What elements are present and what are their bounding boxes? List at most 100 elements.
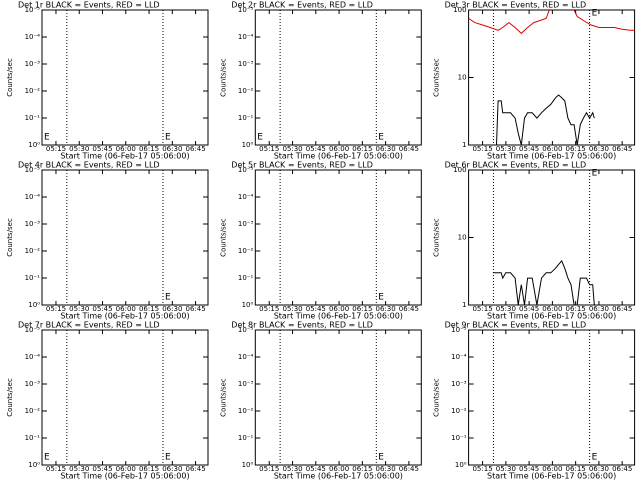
x-tick-label: 06:15 [139,465,159,473]
y-tick-label: 10⁻⁵ [238,6,254,14]
y-tick-label: 10 [458,74,467,82]
plot-frame [41,9,209,146]
y-tick-label: 10⁻⁴ [451,353,467,361]
y-tick-label: 10⁻⁴ [25,193,41,201]
y-tick-label: 100 [453,166,466,174]
panel: Det 1r BLACK = Events, RED = LLD Counts/s… [6,1,209,161]
x-tick-label: 06:30 [589,465,609,473]
panel: Det 8r BLACK = Events, RED = LLD Counts/s… [219,321,422,480]
x-axis-label: Start Time (06-Feb-17 05:06:00) [487,152,616,161]
panel-title: Det 8r BLACK = Events, RED = LLD [231,321,373,330]
x-tick-label: 05:15 [259,305,279,313]
x-tick-label: 06:15 [139,305,159,313]
x-tick-label: 06:45 [399,145,419,153]
event-mark: E [592,169,598,179]
panel: Det 6r BLACK = Events, RED = LLD Counts/s… [433,161,636,321]
event-mark: E [257,132,263,142]
x-tick-label: 06:15 [352,465,372,473]
y-tick-label: 10⁻³ [238,380,254,388]
y-tick-label: 10⁰ [242,461,254,469]
event-mark: E [44,452,50,462]
plot-frame [254,169,422,306]
y-axis-label: Counts/sec [433,218,441,257]
y-tick-label: 10⁻⁵ [451,326,467,334]
x-tick-label: 05:30 [282,465,302,473]
x-tick-label: 06:30 [376,465,396,473]
x-tick-label: 06:00 [116,145,136,153]
x-tick-label: 06:45 [399,465,419,473]
y-tick-label: 10⁻¹ [25,434,41,442]
x-tick-label: 05:15 [472,145,492,153]
panel-title: Det 3r BLACK = Events, RED = LLD [445,1,587,10]
y-tick-label: 10⁻² [25,87,41,95]
plot-frame [41,329,209,466]
series-line [493,259,595,305]
panel-title: Det 9r BLACK = Events, RED = LLD [445,321,587,330]
y-tick-label: 1 [462,301,466,309]
y-tick-label: 10⁻⁵ [238,326,254,334]
x-tick-label: 06:00 [329,305,349,313]
x-tick-label: 05:15 [472,305,492,313]
plot-frame [254,329,422,466]
x-tick-label: 06:30 [162,305,182,313]
x-tick-label: 05:30 [69,305,89,313]
y-tick-label: 10⁻⁴ [25,353,41,361]
x-tick-label: 05:15 [46,145,66,153]
x-tick-label: 05:15 [259,145,279,153]
x-tick-label: 05:30 [282,145,302,153]
y-tick-label: 10⁻² [238,407,254,415]
x-axis-label: Start Time (06-Feb-17 05:06:00) [274,152,403,161]
x-tick-label: 06:15 [566,305,586,313]
y-tick-label: 1 [462,141,466,149]
y-axis-label: Counts/sec [6,218,14,257]
x-tick-label: 05:45 [306,465,326,473]
x-tick-label: 06:15 [566,145,586,153]
x-tick-label: 06:45 [185,465,205,473]
plot-frame [468,329,636,466]
y-tick-label: 10⁻² [238,247,254,255]
x-tick-label: 06:15 [566,465,586,473]
event-mark: E [592,452,598,462]
x-tick-label: 05:45 [92,305,112,313]
y-axis-label: Counts/sec [219,58,227,97]
y-tick-label: 10⁻¹ [451,434,467,442]
x-tick-label: 05:30 [496,145,516,153]
y-tick-label: 10⁻³ [25,60,41,68]
y-axis-label: Counts/sec [219,378,227,417]
x-tick-label: 06:30 [589,145,609,153]
x-tick-label: 06:30 [589,305,609,313]
y-tick-label: 10⁰ [28,301,40,309]
y-tick-label: 10⁻⁵ [25,166,41,174]
panel-title: Det 5r BLACK = Events, RED = LLD [231,161,373,170]
event-mark: E [378,452,384,462]
y-tick-label: 10⁰ [28,141,40,149]
event-mark: E [378,132,384,142]
x-tick-label: 06:00 [116,305,136,313]
panel: Det 2r BLACK = Events, RED = LLD Counts/s… [219,1,422,161]
panel: Det 5r BLACK = Events, RED = LLD Counts/s… [219,161,422,321]
x-tick-label: 05:30 [69,145,89,153]
y-tick-label: 10⁻¹ [25,114,41,122]
y-tick-label: 10⁰ [242,141,254,149]
event-mark: E [592,9,598,19]
y-tick-label: 10⁻⁵ [25,326,41,334]
y-tick-label: 10⁻⁵ [25,6,41,14]
y-tick-label: 10⁻¹ [238,114,254,122]
x-axis-label: Start Time (06-Feb-17 05:06:00) [60,472,189,480]
x-tick-label: 06:15 [352,305,372,313]
y-tick-label: 100 [453,6,466,14]
y-tick-label: 10⁻¹ [238,274,254,282]
y-tick-label: 10⁻² [25,247,41,255]
y-tick-label: 10⁻⁵ [238,166,254,174]
x-tick-label: 05:15 [472,465,492,473]
panel-title: Det 6r BLACK = Events, RED = LLD [445,161,587,170]
y-tick-label: 10⁻¹ [25,274,41,282]
y-tick-label: 10⁻² [25,407,41,415]
x-tick-label: 05:45 [306,145,326,153]
panel-title: Det 4r BLACK = Events, RED = LLD [18,161,160,170]
x-tick-label: 06:45 [612,305,632,313]
y-tick-label: 10⁻¹ [238,434,254,442]
x-axis-label: Start Time (06-Feb-17 05:06:00) [274,312,403,321]
x-tick-label: 05:30 [282,305,302,313]
event-mark: E [378,292,384,302]
